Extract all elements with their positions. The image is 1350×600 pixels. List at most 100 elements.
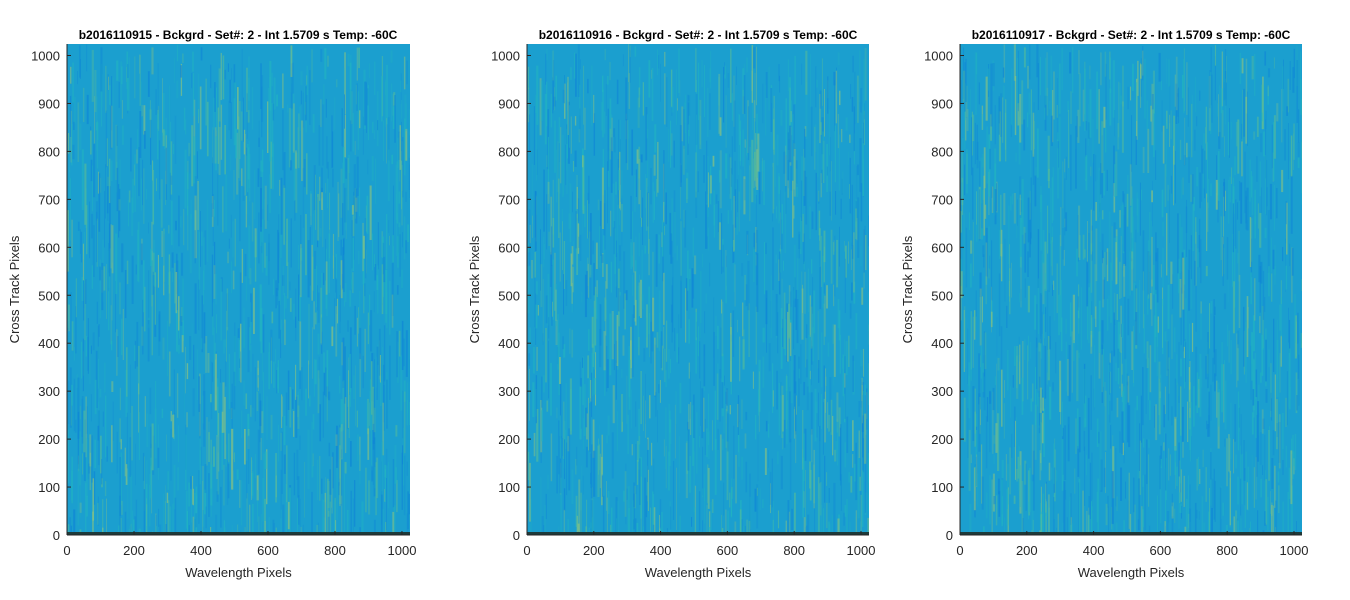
noise-stripe <box>403 428 405 486</box>
noise-stripe <box>1259 266 1262 313</box>
noise-stripe <box>147 320 150 362</box>
noise-stripe <box>1040 486 1042 535</box>
noise-stripe <box>193 136 196 184</box>
noise-stripe <box>688 100 690 137</box>
noise-stripe <box>1224 78 1226 125</box>
noise-stripe <box>611 117 613 152</box>
noise-stripe <box>232 270 235 290</box>
noise-stripe <box>246 493 248 532</box>
noise-stripe <box>613 344 615 371</box>
chart-title: b2016110915 - Bckgrd - Set#: 2 - Int 1.5… <box>79 28 398 42</box>
noise-stripe <box>566 135 568 194</box>
noise-stripe <box>692 274 695 299</box>
noise-stripe <box>344 282 347 303</box>
noise-stripe <box>184 346 186 394</box>
noise-stripe <box>602 253 604 277</box>
noise-stripe <box>1139 440 1142 495</box>
noise-stripe <box>127 478 129 520</box>
noise-stripe <box>275 453 278 503</box>
noise-stripe <box>92 478 95 521</box>
noise-stripe <box>381 441 384 492</box>
noise-stripe <box>1102 250 1103 264</box>
noise-stripe <box>833 71 836 86</box>
heatmap-bottom-row <box>527 532 869 535</box>
noise-stripe <box>388 220 390 233</box>
noise-stripe <box>816 413 818 438</box>
noise-stripe <box>81 396 84 444</box>
noise-stripe <box>169 271 171 324</box>
noise-stripe <box>1285 201 1287 225</box>
noise-stripe <box>851 282 853 301</box>
noise-stripe <box>593 113 596 156</box>
noise-stripe <box>727 510 729 535</box>
noise-stripe <box>287 501 290 530</box>
noise-stripe <box>80 341 83 379</box>
noise-stripe <box>300 248 303 261</box>
noise-stripe <box>1183 59 1185 114</box>
noise-stripe <box>297 476 300 498</box>
noise-stripe <box>623 251 626 309</box>
noise-stripe <box>1126 381 1129 443</box>
noise-stripe <box>1099 203 1101 218</box>
noise-stripe <box>120 452 122 506</box>
noise-stripe <box>1121 101 1124 153</box>
noise-stripe <box>784 191 786 254</box>
noise-stripe <box>1260 187 1262 213</box>
noise-stripe <box>1069 496 1071 535</box>
noise-stripe <box>1179 460 1181 503</box>
noise-stripe <box>1098 167 1101 218</box>
y-tick-label: 800 <box>931 144 953 159</box>
noise-stripe <box>1264 51 1267 66</box>
noise-stripe <box>116 167 119 212</box>
noise-stripe <box>1000 194 1002 257</box>
noise-stripe <box>863 103 865 120</box>
noise-stripe <box>1130 248 1134 270</box>
noise-stripe <box>200 211 201 267</box>
noise-stripe <box>606 359 609 388</box>
noise-stripe <box>1281 413 1284 460</box>
noise-stripe <box>236 132 239 195</box>
noise-stripe <box>673 190 676 212</box>
noise-stripe <box>167 471 170 490</box>
noise-stripe <box>1123 386 1125 441</box>
noise-stripe <box>1297 320 1299 379</box>
noise-stripe <box>645 373 646 424</box>
noise-stripe <box>1135 136 1137 165</box>
noise-stripe <box>991 240 993 300</box>
noise-stripe <box>198 231 201 290</box>
noise-stripe <box>141 105 143 117</box>
noise-stripe <box>1021 481 1024 535</box>
noise-stripe <box>557 314 559 370</box>
noise-stripe <box>409 460 410 482</box>
noise-stripe <box>167 320 168 377</box>
noise-stripe <box>1120 235 1122 298</box>
noise-stripe <box>1227 324 1228 347</box>
noise-stripe <box>978 353 981 405</box>
noise-stripe <box>249 268 252 285</box>
noise-stripe <box>709 175 712 194</box>
noise-stripe <box>316 265 317 308</box>
noise-stripe <box>307 429 310 490</box>
noise-stripe <box>737 395 740 435</box>
noise-stripe <box>676 69 678 125</box>
noise-stripe <box>362 355 364 389</box>
noise-stripe <box>721 382 724 409</box>
noise-stripe <box>554 87 555 111</box>
noise-stripe <box>811 340 812 386</box>
noise-stripe <box>266 449 268 505</box>
noise-stripe <box>802 410 804 470</box>
noise-stripe <box>305 86 307 121</box>
noise-stripe <box>1290 485 1293 535</box>
noise-stripe <box>835 440 837 454</box>
noise-stripe <box>575 53 577 97</box>
noise-stripe <box>860 366 863 408</box>
noise-stripe <box>168 272 171 327</box>
noise-stripe <box>218 126 221 175</box>
noise-stripe <box>351 220 353 269</box>
noise-stripe <box>744 148 746 177</box>
noise-stripe <box>1086 454 1087 476</box>
noise-stripe <box>562 161 564 196</box>
noise-stripe <box>280 329 282 359</box>
noise-stripe <box>778 383 781 436</box>
noise-stripe <box>558 420 560 475</box>
